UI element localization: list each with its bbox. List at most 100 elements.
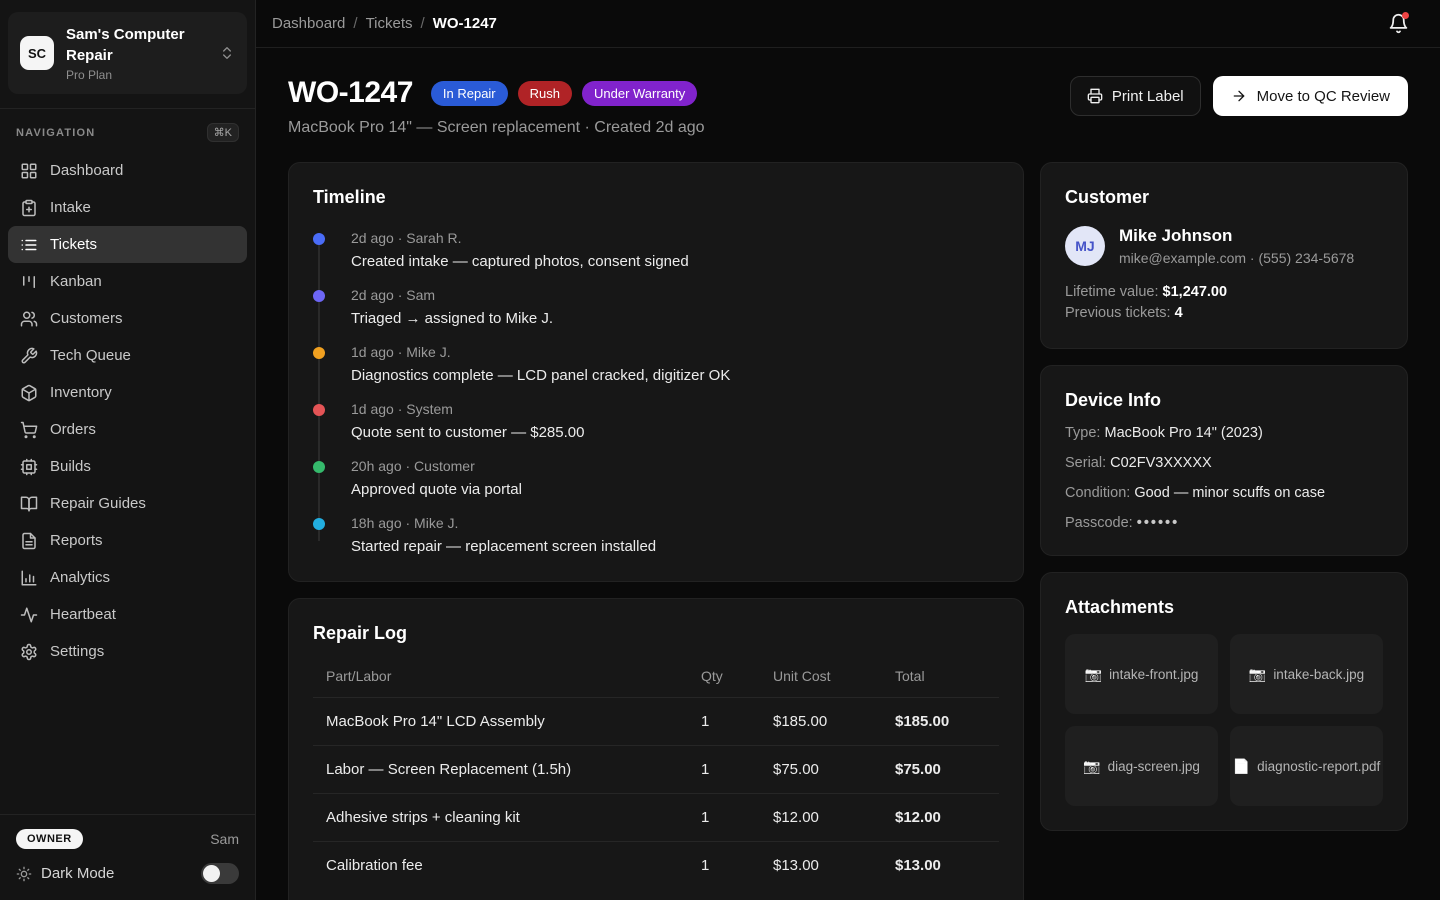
device-type-row: Type: MacBook Pro 14" (2023) xyxy=(1065,425,1383,441)
sidebar-item-orders[interactable]: Orders xyxy=(8,411,247,448)
timeline-event: 1d ago · System Quote sent to customer —… xyxy=(313,401,999,441)
timeline-dot xyxy=(313,347,325,359)
sidebar-item-tech-queue[interactable]: Tech Queue xyxy=(8,337,247,374)
device-type-label: Type: xyxy=(1065,425,1105,441)
sidebar-item-dashboard[interactable]: Dashboard xyxy=(8,152,247,189)
sidebar-item-tickets[interactable]: Tickets xyxy=(8,226,247,263)
dark-mode-toggle[interactable] xyxy=(201,863,239,884)
timeline-text: Triaged → assigned to Mike J. xyxy=(351,310,999,327)
device-type-value: MacBook Pro 14" (2023) xyxy=(1105,425,1263,441)
sidebar-item-settings[interactable]: Settings xyxy=(8,633,247,670)
sidebar-item-repair-guides[interactable]: Repair Guides xyxy=(8,485,247,522)
sidebar-item-label: Repair Guides xyxy=(50,495,146,512)
sidebar-item-customers[interactable]: Customers xyxy=(8,300,247,337)
timeline-event: 18h ago · Mike J. Started repair — repla… xyxy=(313,515,999,555)
device-passcode-value: •••••• xyxy=(1137,515,1179,531)
notifications-button[interactable] xyxy=(1380,6,1416,42)
repair-log-title: Repair Log xyxy=(313,623,999,644)
device-passcode-label: Passcode: xyxy=(1065,515,1137,531)
column-header-qty: Qty xyxy=(688,656,760,698)
navigation-heading: NAVIGATION xyxy=(16,127,95,139)
table-row: Labor — Screen Replacement (1.5h) 1 $75.… xyxy=(313,746,999,794)
clipboard-plus-icon xyxy=(20,199,38,217)
breadcrumb-tickets[interactable]: Tickets xyxy=(366,15,413,32)
sidebar-item-label: Heartbeat xyxy=(50,606,116,623)
cell-part: Calibration fee xyxy=(313,842,688,890)
topbar: Dashboard / Tickets / WO-1247 xyxy=(256,0,1440,48)
previous-tickets-row: Previous tickets: 4 xyxy=(1065,303,1383,324)
avatar: MJ xyxy=(1065,226,1105,266)
move-to-qc-button[interactable]: Move to QC Review xyxy=(1213,76,1408,116)
sidebar-item-intake[interactable]: Intake xyxy=(8,189,247,226)
lifetime-value: $1,247.00 xyxy=(1163,284,1228,300)
column-header-part: Part/Labor xyxy=(313,656,688,698)
attachment-intake-back[interactable]: 📷 intake-back.jpg xyxy=(1230,634,1383,714)
cell-qty: 1 xyxy=(688,698,760,746)
attachment-intake-front[interactable]: 📷 intake-front.jpg xyxy=(1065,634,1218,714)
sun-icon xyxy=(16,866,32,882)
team-switcher[interactable]: SC Sam's Computer Repair Pro Plan xyxy=(8,12,247,94)
page-title: WO-1247 xyxy=(288,76,413,110)
page-content: WO-1247 In Repair Rush Under Warranty Ma… xyxy=(256,48,1440,900)
sidebar-item-kanban[interactable]: Kanban xyxy=(8,263,247,300)
attachment-diag-screen[interactable]: 📷 diag-screen.jpg xyxy=(1065,726,1218,806)
org-name: Sam's Computer Repair xyxy=(66,24,207,66)
device-condition-label: Condition: xyxy=(1065,485,1134,501)
device-condition-value: Good — minor scuffs on case xyxy=(1134,485,1325,501)
column-header-total: Total xyxy=(882,656,999,698)
timeline-meta: 1d ago · System xyxy=(351,401,999,417)
sidebar-item-builds[interactable]: Builds xyxy=(8,448,247,485)
chevrons-up-down-icon xyxy=(219,45,235,61)
cell-part: MacBook Pro 14" LCD Assembly xyxy=(313,698,688,746)
ticket-subtitle: MacBook Pro 14" — Screen replacement · C… xyxy=(288,119,705,137)
cart-icon xyxy=(20,421,38,439)
book-open-icon xyxy=(20,495,38,513)
file-text-icon xyxy=(20,532,38,550)
device-info-title: Device Info xyxy=(1065,390,1383,411)
timeline-meta: 18h ago · Mike J. xyxy=(351,515,999,531)
sidebar-item-label: Tickets xyxy=(50,236,97,253)
timeline-text: Created intake — captured photos, consen… xyxy=(351,253,999,270)
timeline-meta: 20h ago · Customer xyxy=(351,458,999,474)
kanban-icon xyxy=(20,273,38,291)
sidebar-item-reports[interactable]: Reports xyxy=(8,522,247,559)
sidebar-item-label: Analytics xyxy=(50,569,110,586)
table-row: Calibration fee 1 $13.00 $13.00 xyxy=(313,842,999,890)
sidebar-item-label: Builds xyxy=(50,458,91,475)
cell-qty: 1 xyxy=(688,794,760,842)
sidebar-item-inventory[interactable]: Inventory xyxy=(8,374,247,411)
sidebar-item-analytics[interactable]: Analytics xyxy=(8,559,247,596)
main-area: Dashboard / Tickets / WO-1247 WO-1247 In… xyxy=(256,0,1440,900)
timeline-meta: 2d ago · Sarah R. xyxy=(351,230,999,246)
command-k-shortcut[interactable]: ⌘K xyxy=(207,123,239,142)
printer-icon xyxy=(1087,88,1103,104)
attachments-card: Attachments 📷 intake-front.jpg 📷 intake-… xyxy=(1040,572,1408,831)
cell-unit-cost: $75.00 xyxy=(760,746,882,794)
notification-dot xyxy=(1402,12,1409,19)
print-label-button[interactable]: Print Label xyxy=(1070,76,1201,116)
breadcrumb-dashboard[interactable]: Dashboard xyxy=(272,15,345,32)
org-logo: SC xyxy=(20,36,54,70)
customer-title: Customer xyxy=(1065,187,1383,208)
package-icon xyxy=(20,384,38,402)
camera-icon: 📷 xyxy=(1085,666,1102,683)
attachment-diagnostic-report[interactable]: 📄 diagnostic-report.pdf xyxy=(1230,726,1383,806)
cell-qty: 1 xyxy=(688,842,760,890)
sidebar-item-heartbeat[interactable]: Heartbeat xyxy=(8,596,247,633)
repair-log-table: Part/Labor Qty Unit Cost Total MacBook P… xyxy=(313,656,999,889)
device-serial-label: Serial: xyxy=(1065,455,1110,471)
list-icon xyxy=(20,236,38,254)
table-row: Adhesive strips + cleaning kit 1 $12.00 … xyxy=(313,794,999,842)
cell-qty: 1 xyxy=(688,746,760,794)
timeline-text: Diagnostics complete — LCD panel cracked… xyxy=(351,367,999,384)
breadcrumb-separator: / xyxy=(353,15,357,32)
timeline-dot xyxy=(313,290,325,302)
cell-total: $12.00 xyxy=(882,794,999,842)
wrench-icon xyxy=(20,347,38,365)
customer-card: Customer MJ Mike Johnson mike@example.co… xyxy=(1040,162,1408,349)
cell-part: Adhesive strips + cleaning kit xyxy=(313,794,688,842)
status-badge: In Repair xyxy=(431,81,508,106)
activity-icon xyxy=(20,606,38,624)
sidebar-item-label: Tech Queue xyxy=(50,347,131,364)
cell-unit-cost: $13.00 xyxy=(760,842,882,890)
